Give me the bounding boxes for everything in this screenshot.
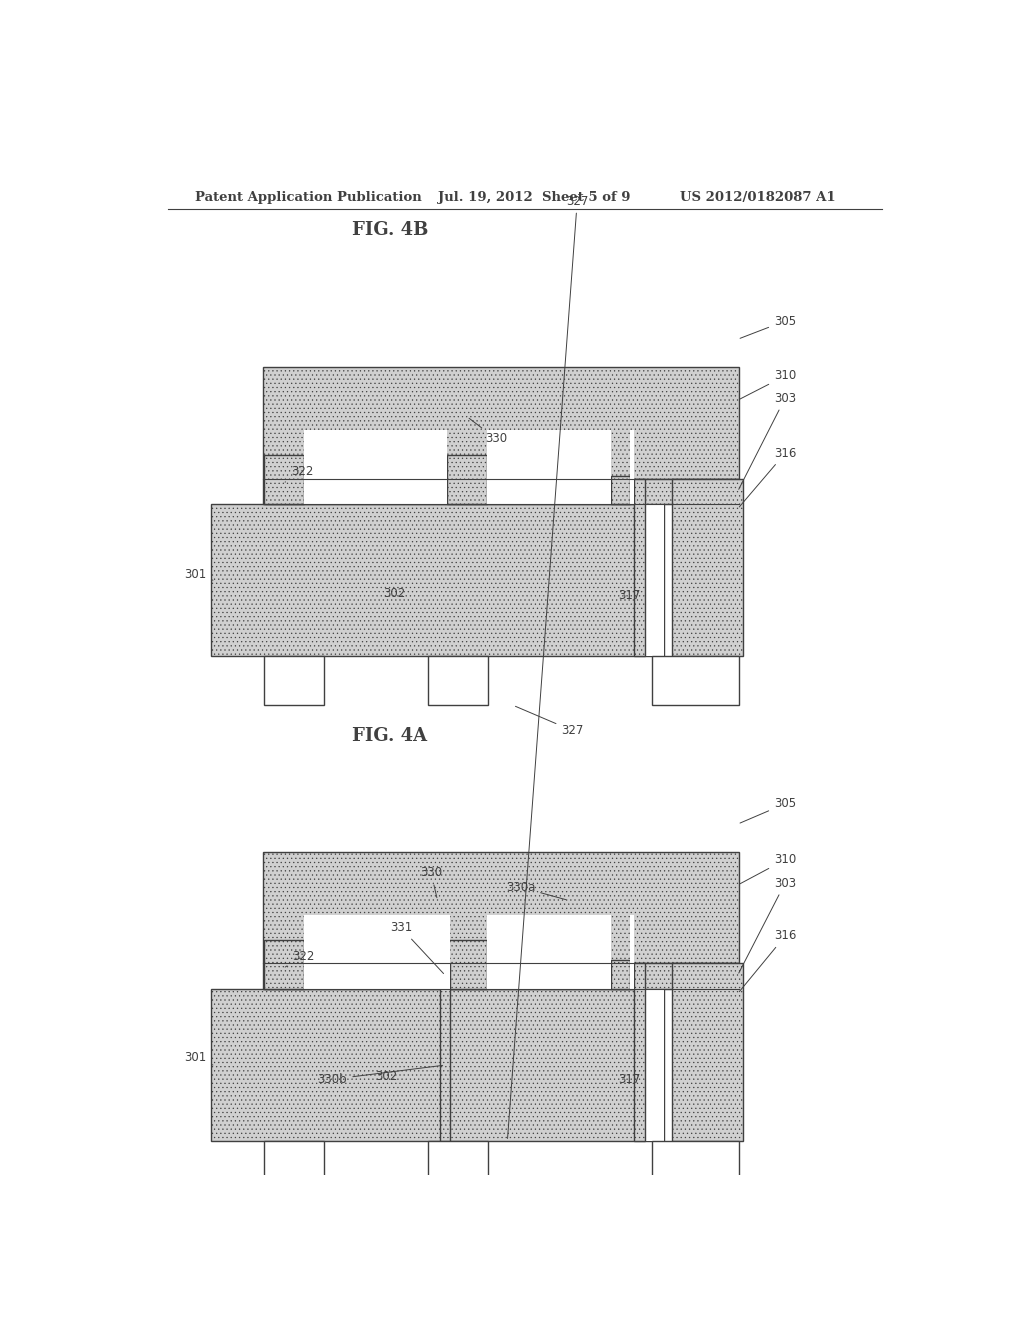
Bar — [631, 430, 634, 504]
Text: 330: 330 — [469, 418, 507, 445]
Text: 322: 322 — [285, 950, 314, 968]
Bar — [211, 504, 664, 656]
Bar — [447, 915, 451, 989]
Text: 301: 301 — [184, 1052, 213, 1065]
Bar — [264, 1142, 324, 1191]
Text: 310: 310 — [740, 370, 797, 399]
Text: 303: 303 — [738, 392, 796, 490]
Text: 327: 327 — [515, 706, 584, 737]
Text: 327: 327 — [508, 194, 589, 1138]
Bar — [634, 479, 645, 656]
Text: Jul. 19, 2012  Sheet 5 of 9: Jul. 19, 2012 Sheet 5 of 9 — [437, 190, 630, 203]
Bar — [428, 656, 487, 705]
Bar — [440, 964, 451, 1142]
Bar — [263, 367, 739, 479]
Bar — [610, 961, 631, 989]
Text: 317: 317 — [618, 1073, 641, 1086]
Bar — [652, 656, 739, 705]
Text: 305: 305 — [740, 314, 796, 338]
Bar — [263, 964, 739, 989]
Text: 316: 316 — [739, 929, 797, 991]
Text: US 2012/0182087 A1: US 2012/0182087 A1 — [680, 190, 836, 203]
Text: FIG. 4B: FIG. 4B — [351, 220, 428, 239]
Bar — [634, 989, 664, 1142]
Bar — [447, 940, 486, 989]
Bar — [447, 455, 486, 504]
Bar — [264, 940, 304, 989]
Bar — [264, 455, 304, 504]
Bar — [263, 851, 739, 964]
Text: 330b: 330b — [317, 1065, 442, 1086]
Bar — [486, 430, 610, 504]
Text: 330a: 330a — [506, 880, 566, 900]
Bar — [304, 430, 447, 504]
Bar — [211, 989, 664, 1142]
Text: Patent Application Publication: Patent Application Publication — [196, 190, 422, 203]
Bar — [652, 1142, 739, 1191]
Text: 317: 317 — [618, 589, 641, 602]
Text: 322: 322 — [285, 465, 313, 482]
Text: 316: 316 — [739, 446, 797, 507]
Bar — [428, 1142, 487, 1191]
Bar — [672, 479, 743, 656]
Text: 310: 310 — [740, 853, 797, 884]
Text: 331: 331 — [390, 921, 443, 974]
Bar — [263, 479, 739, 504]
Text: 301: 301 — [184, 568, 213, 581]
Text: 302: 302 — [375, 1069, 397, 1082]
Bar — [634, 504, 664, 656]
Bar — [631, 915, 634, 989]
Text: 330: 330 — [420, 866, 442, 898]
Bar — [264, 656, 324, 705]
Bar — [610, 475, 631, 504]
Text: 302: 302 — [383, 587, 404, 599]
Bar — [304, 915, 447, 989]
Bar — [634, 964, 645, 1142]
Bar — [304, 915, 440, 989]
Text: 303: 303 — [738, 876, 796, 973]
Bar — [486, 915, 610, 989]
Text: FIG. 4A: FIG. 4A — [352, 727, 427, 744]
Bar — [672, 964, 743, 1142]
Text: 305: 305 — [740, 797, 796, 824]
